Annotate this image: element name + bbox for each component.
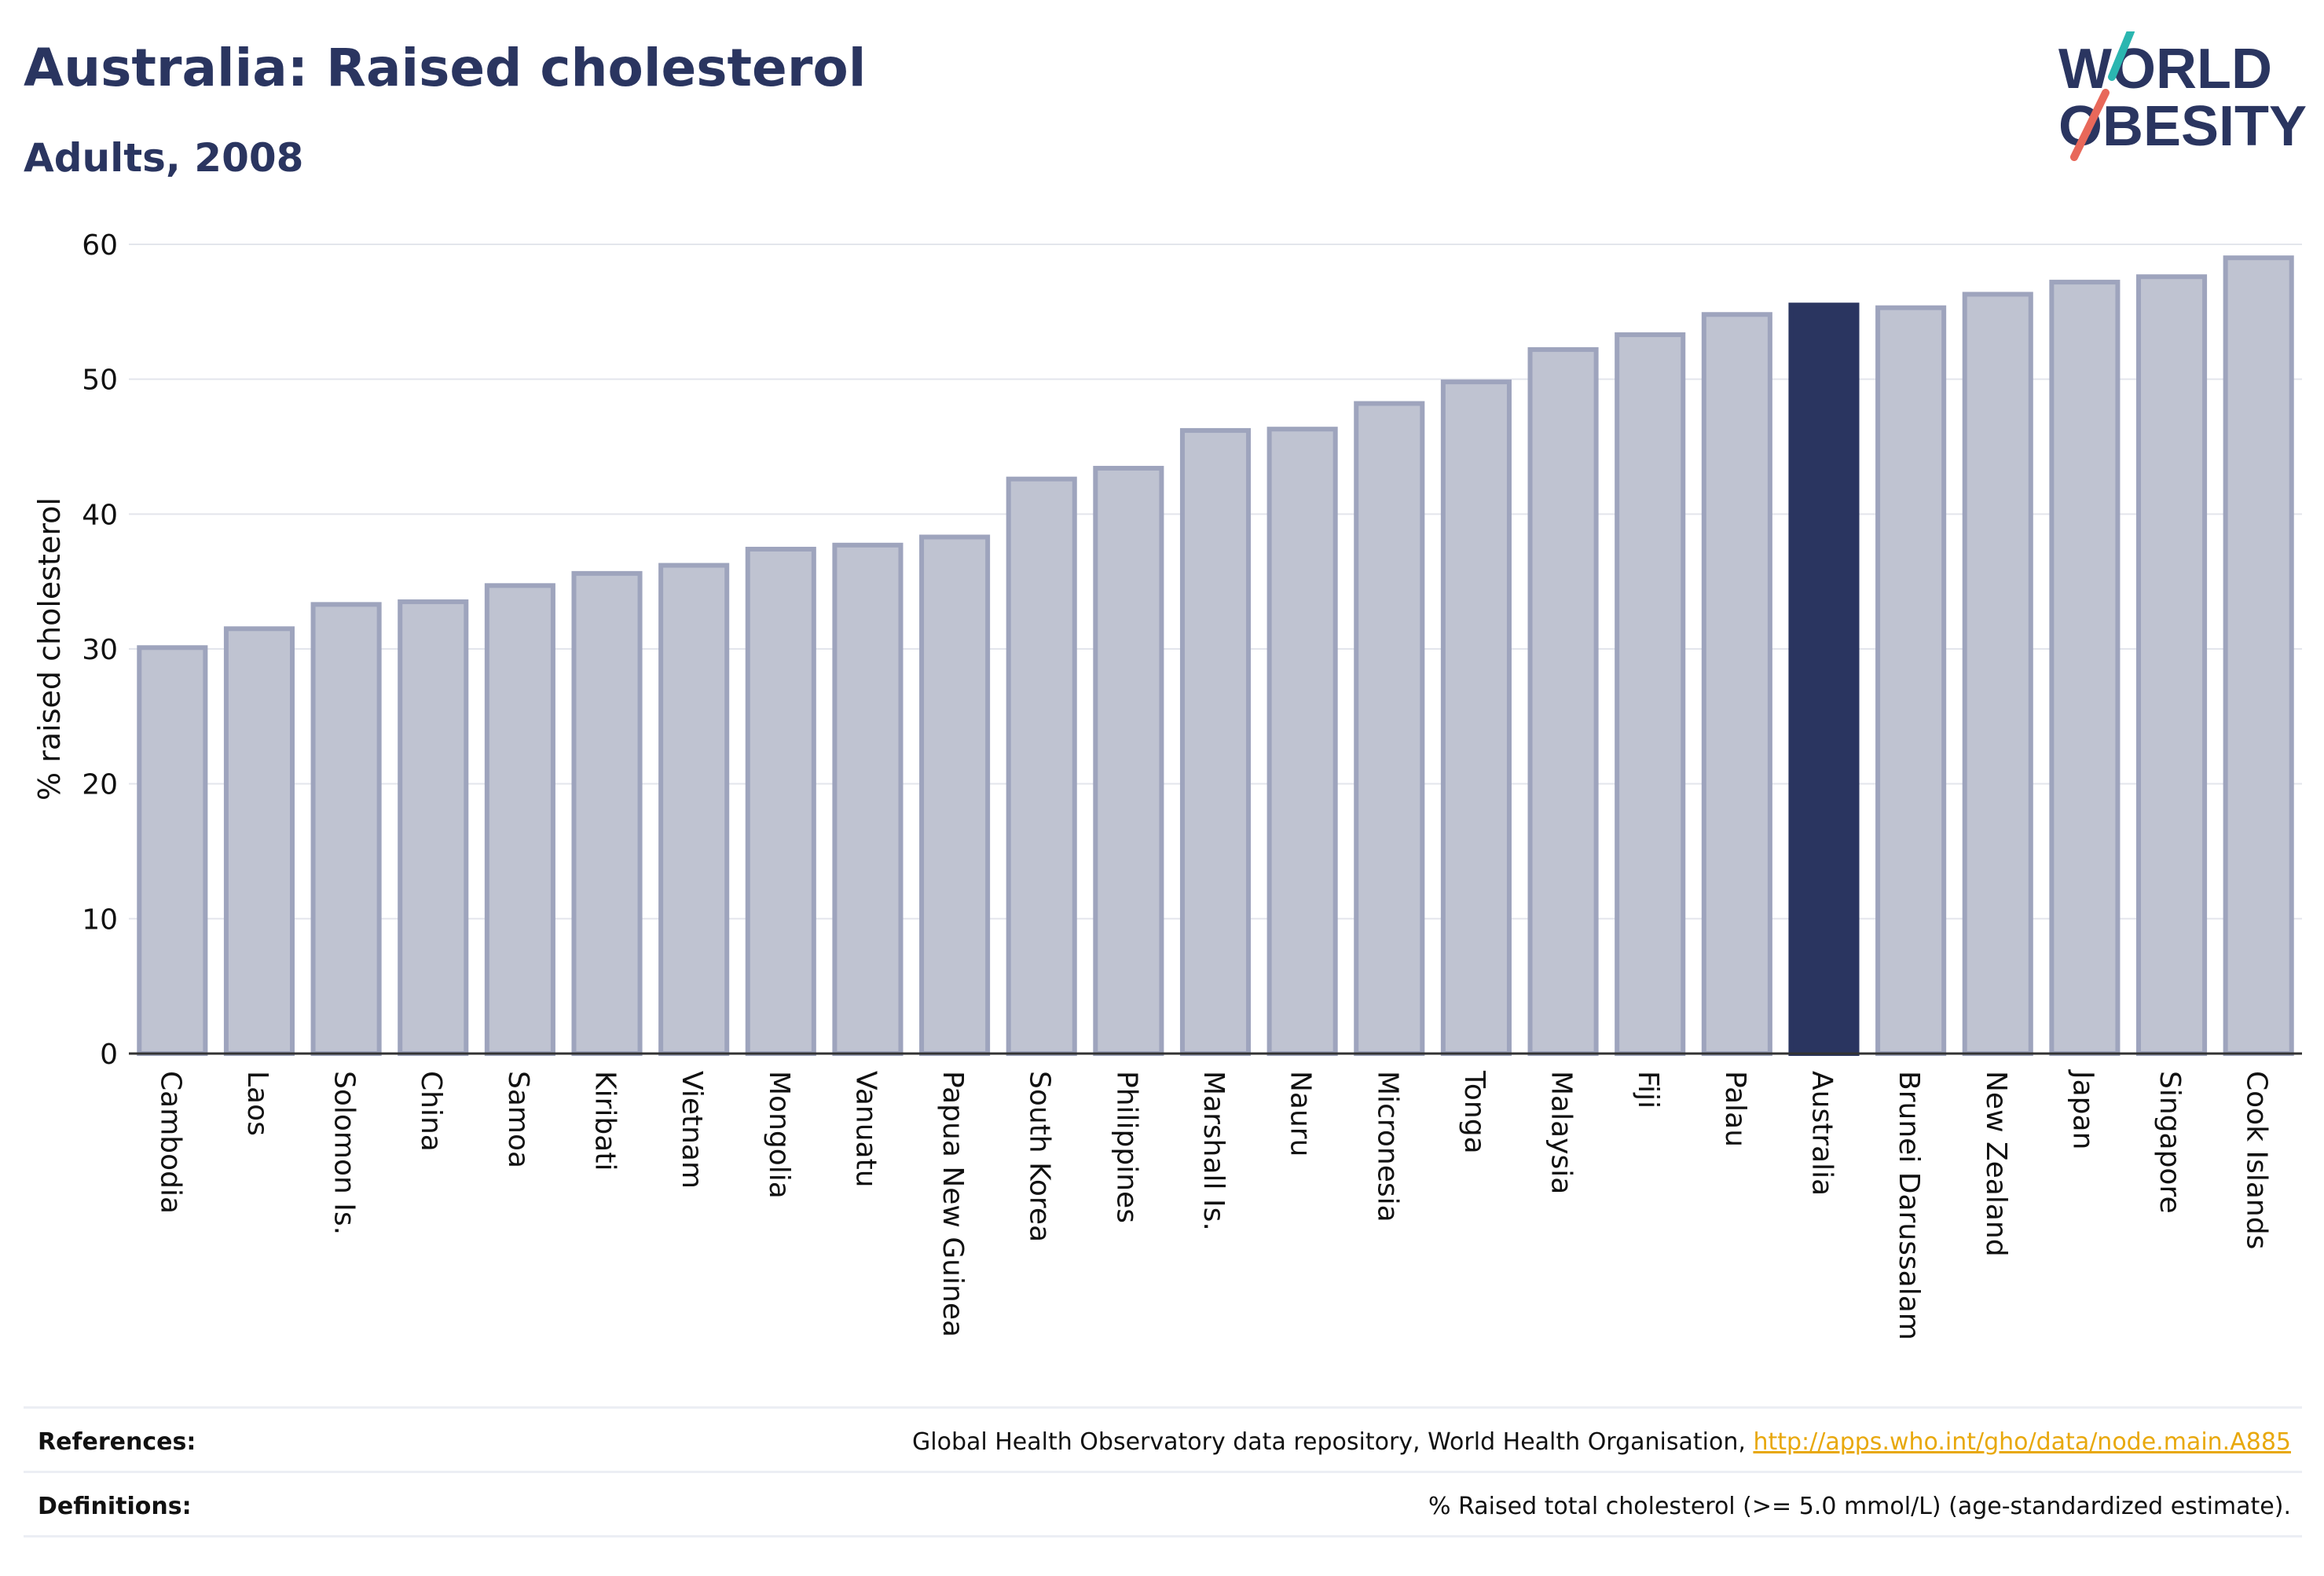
x-tick-label: Australia [1805, 1071, 1838, 1196]
references-link[interactable]: http://apps.who.int/gho/data/node.main.A… [1753, 1428, 2291, 1456]
references-value: Global Health Observatory data repositor… [912, 1428, 2302, 1456]
bar-cook-islands [2223, 255, 2294, 1056]
bar-marshall-is [1179, 427, 1252, 1056]
y-tick-label: 0 [100, 1039, 118, 1071]
logo-slash-coral [2070, 89, 2110, 161]
x-tick-label: New Zealand [1980, 1071, 2012, 1257]
x-tick-label: Vanuatu [849, 1071, 882, 1188]
x-tick-label: Vietnam [676, 1071, 708, 1189]
x-tick-label: Fiji [1632, 1071, 1664, 1109]
bars-layer [137, 255, 2294, 1057]
bar-cambodia [137, 645, 208, 1056]
x-tick-label: Japan [2066, 1069, 2099, 1149]
x-tick-label: China [415, 1071, 447, 1152]
x-tick-label: Samoa [502, 1071, 534, 1168]
chart-subtitle: Adults, 2008 [24, 135, 304, 181]
x-tick-label: Tonga [1458, 1070, 1490, 1154]
bar-south-korea [1006, 476, 1077, 1056]
x-tick-label: Micronesia [1371, 1071, 1403, 1222]
bar-philippines [1093, 465, 1164, 1056]
y-ticks-layer: 0 10 20 30 40 50 60 [82, 229, 118, 1071]
bar-new-zealand [1962, 291, 2033, 1056]
x-tick-label: Laos [241, 1071, 273, 1136]
bar-samoa [484, 583, 555, 1056]
y-tick-label: 10 [82, 903, 118, 936]
definitions-row: Definitions: % Raised total cholesterol … [24, 1474, 2302, 1538]
chart-title: Australia: Raised cholesterol [24, 38, 867, 98]
x-tick-label: Singapore [2154, 1071, 2186, 1214]
bar-chart: 0 10 20 30 40 50 60 Cambodia Laos Solomon Is. Chi… [32, 229, 2302, 1340]
footer-divider-top [24, 1406, 2302, 1409]
logo-word-world: WORLD [2058, 38, 2272, 101]
bar-tonga [1440, 379, 1512, 1057]
bar-malaysia [1527, 346, 1599, 1056]
footer-divider-bottom [24, 1535, 2302, 1538]
x-tick-label: Papua New Guinea [937, 1071, 969, 1337]
bar-japan [2049, 280, 2121, 1057]
bar-nauru [1266, 427, 1338, 1056]
references-row: References: Global Health Observatory da… [24, 1409, 2302, 1474]
bar-solomon-is [310, 602, 382, 1056]
y-tick-label: 40 [82, 499, 118, 531]
x-tick-label: Philippines [1110, 1071, 1142, 1223]
y-tick-label: 30 [82, 634, 118, 666]
bar-papua-new-guinea [919, 534, 991, 1056]
bar-australia [1788, 302, 1860, 1056]
bar-laos [223, 626, 295, 1056]
x-tick-label: Mongolia [763, 1071, 795, 1199]
y-tick-label: 60 [82, 229, 118, 262]
bar-kiribati [571, 570, 643, 1056]
y-axis-label: % raised cholesterol [32, 497, 67, 801]
bar-china [398, 599, 469, 1056]
footer-divider-middle [24, 1471, 2302, 1473]
bar-palau [1701, 312, 1772, 1056]
bar-singapore [2135, 274, 2208, 1056]
x-tick-label: Nauru [1285, 1071, 1317, 1156]
bar-vanuatu [832, 542, 904, 1056]
references-label: References: [38, 1428, 196, 1456]
bar-brunei-darussalam [1875, 305, 1947, 1056]
bar-vietnam [658, 563, 730, 1056]
x-labels-layer: Cambodia Laos Solomon Is. China Samoa Kiribat… [154, 1069, 2272, 1340]
x-tick-label: South Korea [1024, 1071, 1056, 1242]
definitions-label: Definitions: [38, 1492, 192, 1520]
bar-fiji [1615, 332, 1686, 1056]
definitions-text: % Raised total cholesterol (>= 5.0 mmol/… [1428, 1492, 2291, 1520]
references-text: Global Health Observatory data repositor… [912, 1428, 1754, 1456]
x-tick-label: Cambodia [154, 1071, 186, 1214]
x-tick-label: Marshall Is. [1197, 1071, 1230, 1231]
x-tick-label: Malaysia [1545, 1071, 1578, 1194]
y-tick-label: 50 [82, 365, 118, 397]
bar-mongolia [745, 546, 816, 1056]
bar-micronesia [1354, 401, 1425, 1056]
world-obesity-logo: WORLD OBESITY [2058, 31, 2307, 161]
logo-slash-teal [2108, 31, 2135, 81]
x-tick-label: Palau [1719, 1071, 1751, 1147]
x-tick-label: Kiribati [589, 1071, 621, 1171]
y-tick-label: 20 [82, 769, 118, 801]
x-tick-label: Cook Islands [2241, 1071, 2273, 1249]
x-tick-label: Solomon Is. [328, 1071, 361, 1235]
x-tick-label: Brunei Darussalam [1893, 1071, 1925, 1340]
